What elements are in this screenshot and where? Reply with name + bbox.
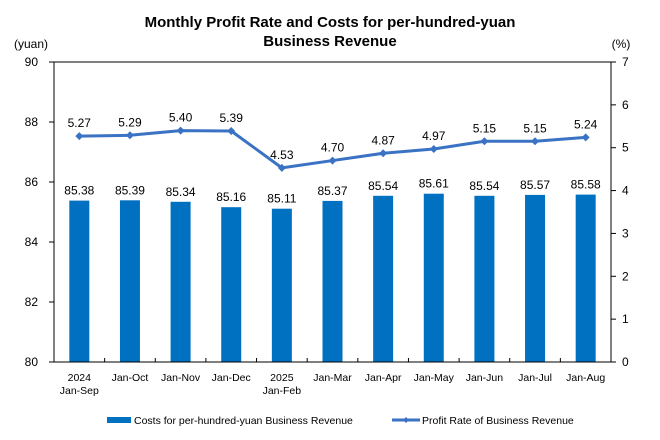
bar-data-label-6: 85.54 <box>368 179 398 193</box>
category-label-10: Jan-Aug <box>566 372 605 384</box>
right-axis-tick-label: 2 <box>622 269 629 283</box>
chart-title-line-1: Monthly Profit Rate and Costs for per-hu… <box>145 14 516 31</box>
left-axis-tick-label: 84 <box>25 235 39 249</box>
category-label-2: Jan-Nov <box>161 372 201 384</box>
category-labels: 2024 Jan-Sep Jan-Oct Jan-Nov Jan-Dec 2025 Jan-… <box>60 372 606 397</box>
left-axis-tick-label: 82 <box>25 295 39 309</box>
bar-data-label-9: 85.57 <box>520 178 550 192</box>
line-data-label-3: 5.39 <box>220 111 244 125</box>
bar-data-label-0: 85.38 <box>64 184 94 198</box>
legend-bar-swatch <box>107 417 131 423</box>
legend-bar-label: Costs for per-hundred-yuan Business Reve… <box>134 415 353 427</box>
line-marker-7 <box>429 145 438 153</box>
line-data-label-6: 4.87 <box>371 133 395 147</box>
bar-9 <box>525 194 546 362</box>
right-axis-tick-label: 4 <box>622 184 629 198</box>
line-marker-10 <box>581 133 590 142</box>
bar-data-label-3: 85.16 <box>216 190 246 204</box>
line-data-label-9: 5.15 <box>523 121 547 135</box>
bar-4 <box>271 208 292 362</box>
right-axis-tick-label: 7 <box>622 55 629 69</box>
bar-3 <box>221 207 242 362</box>
right-axis-tick-label: 1 <box>622 312 629 326</box>
line-marker-0 <box>75 132 84 141</box>
right-axis-tick-label: 0 <box>622 355 629 369</box>
left-axis-tick-label: 86 <box>25 175 39 189</box>
line-data-label-0: 5.27 <box>68 116 92 130</box>
right-axis-tick-label: 5 <box>622 141 629 155</box>
bar-data-label-7: 85.61 <box>419 177 449 191</box>
left-axis-tick-label: 90 <box>25 55 39 69</box>
line-marker-8 <box>480 137 489 146</box>
line-data-label-2: 5.40 <box>169 111 193 125</box>
bar-series <box>69 193 596 362</box>
plot-area-border <box>53 61 612 363</box>
line-data-label-1: 5.29 <box>118 115 142 129</box>
legend-line-label: Profit Rate of Business Revenue <box>422 415 574 427</box>
category-label-5: Jan-Mar <box>313 372 352 384</box>
bar-data-labels: 85.38 85.39 85.34 85.16 85.11 85.37 85.54 85.61… <box>64 177 601 206</box>
line-series <box>75 126 590 172</box>
bar-5 <box>322 200 343 362</box>
line-data-label-7: 4.97 <box>422 129 446 143</box>
left-axis-tick-label: 88 <box>25 115 39 129</box>
legend: Costs for per-hundred-yuan Business Reve… <box>107 415 574 427</box>
line-marker-3 <box>227 127 236 135</box>
bar-2 <box>170 201 191 362</box>
category-label-7: Jan-May <box>414 372 455 384</box>
right-axis-unit: (%) <box>612 37 631 51</box>
line-data-label-5: 4.70 <box>321 141 345 155</box>
line-marker-4 <box>277 163 286 172</box>
bar-10 <box>575 194 596 362</box>
bar-data-label-1: 85.39 <box>115 183 145 197</box>
line-marker-9 <box>531 137 540 146</box>
line-marker-6 <box>379 149 388 158</box>
bar-7 <box>423 193 444 362</box>
category-label-6: Jan-Apr <box>365 372 402 384</box>
bar-6 <box>373 195 394 362</box>
line-data-label-4: 4.53 <box>270 148 294 162</box>
bar-data-label-5: 85.37 <box>317 184 347 198</box>
bar-data-label-2: 85.34 <box>166 185 196 199</box>
line-marker-5 <box>328 156 337 165</box>
category-label-0: 2024 Jan-Sep <box>60 372 99 397</box>
line-data-label-8: 5.15 <box>473 121 497 135</box>
bar-data-label-8: 85.54 <box>469 179 499 193</box>
line-data-labels: 5.27 5.29 5.40 5.39 4.53 4.70 4.87 4.97 5.15 5.15… <box>68 111 598 162</box>
category-label-8: Jan-Jun <box>466 372 504 384</box>
chart-title: Monthly Profit Rate and Costs for per-hu… <box>145 14 516 50</box>
right-axis-tick-label: 3 <box>622 226 629 240</box>
chart-title-line-2: Business Revenue <box>263 33 396 50</box>
legend-line-marker <box>403 417 409 423</box>
axes: 80 82 84 86 88 90 0 1 2 3 4 5 6 7 <box>25 55 629 369</box>
bar-1 <box>119 200 140 362</box>
bar-8 <box>474 195 495 362</box>
category-label-3: Jan-Dec <box>212 372 251 384</box>
bar-0 <box>69 200 90 362</box>
left-axis-unit: (yuan) <box>14 37 48 51</box>
left-axis-tick-label: 80 <box>25 355 39 369</box>
category-label-1: Jan-Oct <box>112 372 149 384</box>
line-marker-2 <box>176 126 185 135</box>
category-label-4: 2025 Jan-Feb <box>263 372 302 397</box>
line-data-label-10: 5.24 <box>574 117 598 131</box>
bar-data-label-4: 85.11 <box>267 192 296 206</box>
bar-data-label-10: 85.58 <box>571 178 601 192</box>
category-label-9: Jan-Jul <box>518 372 552 384</box>
line-marker-1 <box>125 131 134 140</box>
right-axis-tick-label: 6 <box>622 98 629 112</box>
